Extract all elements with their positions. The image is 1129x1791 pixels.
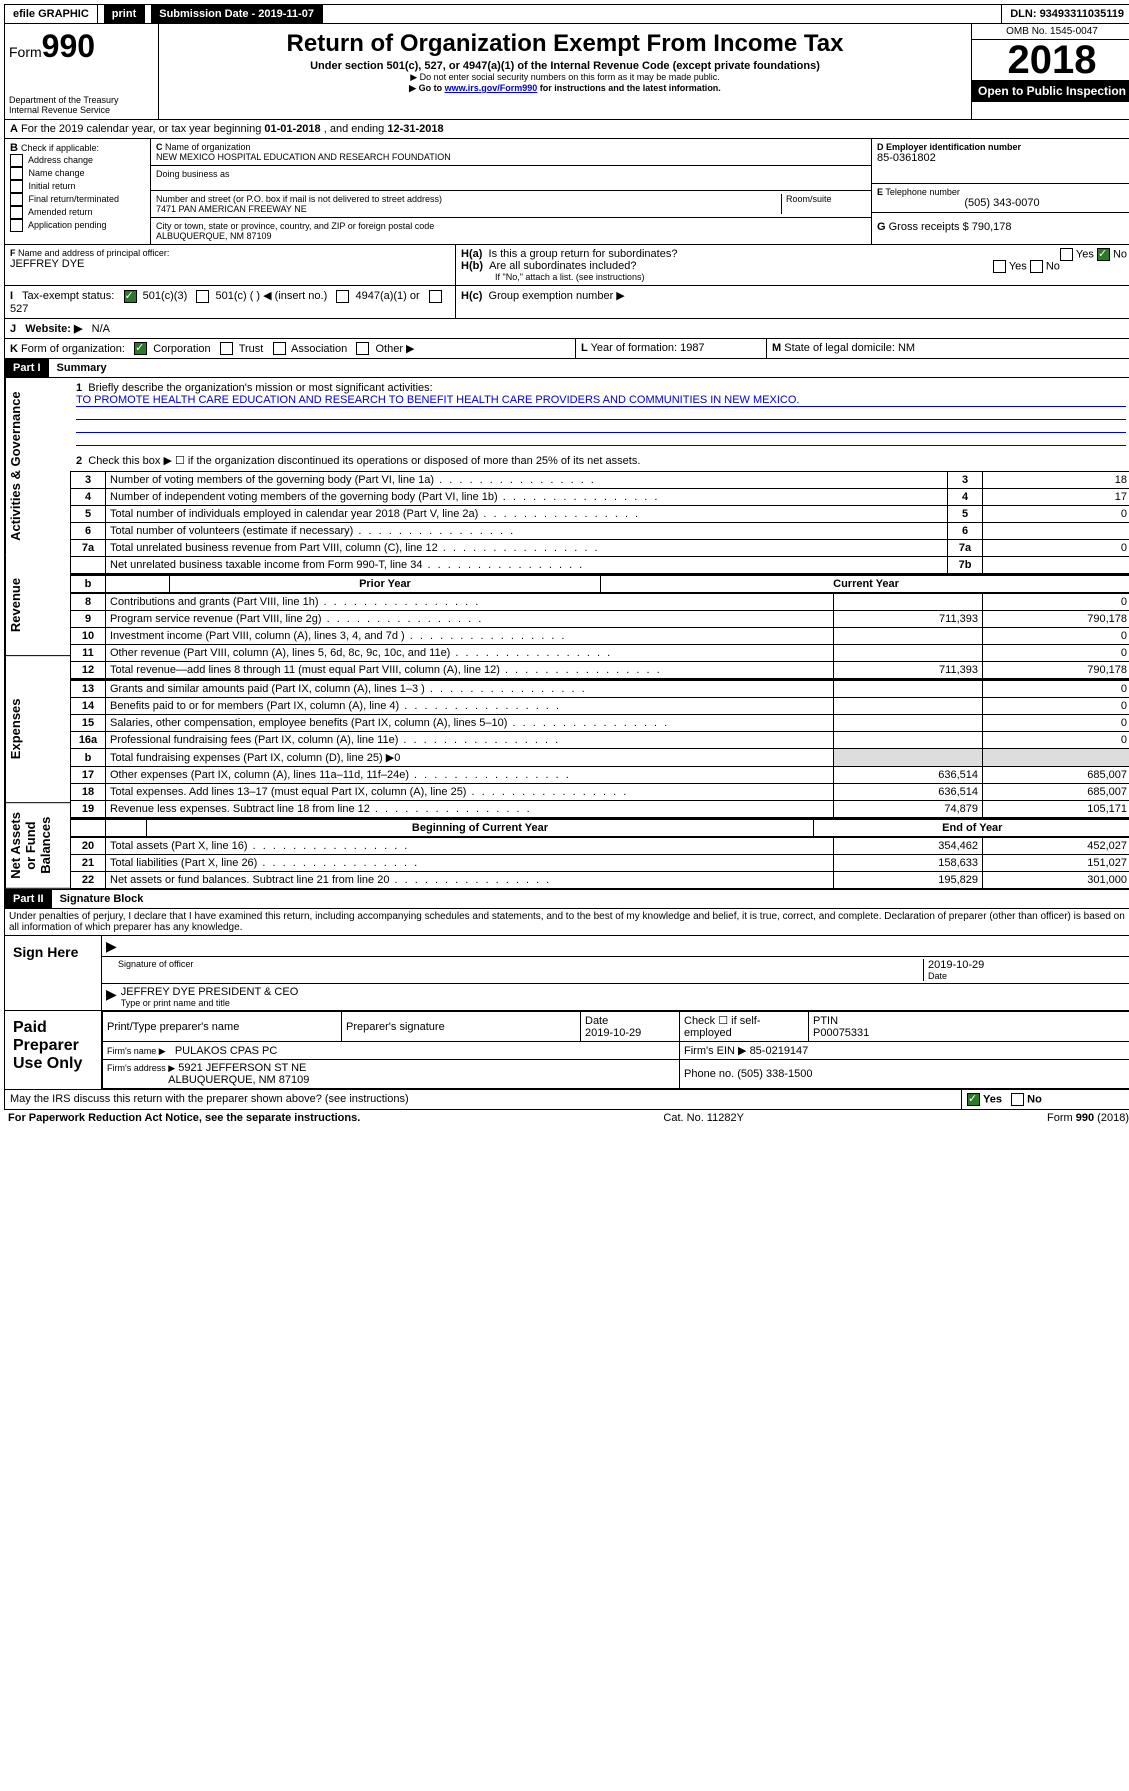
form-title: Return of Organization Exempt From Incom… [163,30,967,58]
org-name: NEW MEXICO HOSPITAL EDUCATION AND RESEAR… [156,152,866,162]
form990-link[interactable]: www.irs.gov/Form990 [445,83,538,93]
org-city: ALBUQUERQUE, NM 87109 [156,231,866,241]
efile-label: efile GRAPHIC [5,5,98,23]
form-ref: Form 990 (2018) [1047,1112,1129,1124]
ssn-note: ▶ Do not enter social security numbers o… [163,72,967,83]
hb-no-checkbox[interactable] [1030,260,1043,273]
form-number: Form990 [9,28,154,65]
exp-label: Expenses [5,656,70,803]
principal-officer: JEFFREY DYE [10,258,450,270]
ein: 85-0361802 [877,152,1127,164]
net-label: Net Assets or Fund Balances [5,803,70,889]
tax-year: 2018 [972,40,1129,80]
ha-yes-checkbox[interactable] [1060,248,1073,261]
irs-label: Internal Revenue Service [9,105,154,115]
row-bcdefg: B Check if applicable: Address change Na… [4,139,1129,245]
row-a: A For the 2019 calendar year, or tax yea… [4,120,1129,139]
firm-name: PULAKOS CPAS PC [175,1045,278,1057]
row-fh: F Name and address of principal officer:… [4,245,1129,286]
phone: (505) 343-0070 [877,197,1127,209]
dept-treasury: Department of the Treasury [9,95,154,105]
form-header: Form990 Department of the Treasury Inter… [4,24,1129,120]
hb-yes-checkbox[interactable] [993,260,1006,273]
form-subtitle: Under section 501(c), 527, or 4947(a)(1)… [163,60,967,72]
row-klm: K Form of organization: Corporation Trus… [4,339,1129,360]
gov-label: Activities & Governance [5,378,70,555]
goto-note: ▶ Go to www.irs.gov/Form990 for instruct… [163,83,967,94]
org-address: 7471 PAN AMERICAN FREEWAY NE [156,204,781,214]
mission: TO PROMOTE HEALTH CARE EDUCATION AND RES… [76,394,1126,407]
top-bar: efile GRAPHIC print Submission Date - 20… [4,4,1129,24]
ha-no-checkbox[interactable] [1097,248,1110,261]
discuss-row: May the IRS discuss this return with the… [4,1090,1129,1110]
dln: DLN: 93493311035119 [1001,5,1129,23]
part1-body: Activities & Governance Revenue Expenses… [4,378,1129,890]
submission-date: Submission Date - 2019-11-07 [151,5,323,23]
part1-header: Part I Summary [4,359,1129,378]
open-public: Open to Public Inspection [972,80,1129,102]
rev-label: Revenue [5,555,70,656]
corp-checkbox[interactable] [134,342,147,355]
sign-here: Sign Here ▶ Signature of officer 2019-10… [4,936,1129,1011]
discuss-no-checkbox[interactable] [1011,1093,1024,1106]
501c3-checkbox[interactable] [124,290,137,303]
row-j: J Website: ▶ N/A [4,319,1129,339]
footer: For Paperwork Reduction Act Notice, see … [4,1110,1129,1126]
gross-receipts: 790,178 [972,221,1012,233]
part2-header: Part II Signature Block [4,890,1129,909]
officer-name: JEFFREY DYE PRESIDENT & CEO [121,986,1128,998]
row-i: I Tax-exempt status: 501(c)(3) 501(c) ( … [4,286,1129,319]
perjury-decl: Under penalties of perjury, I declare th… [4,909,1129,936]
firm-phone: (505) 338-1500 [737,1068,812,1080]
ptin: P00075331 [813,1027,869,1039]
firm-addr: 5921 JEFFERSON ST NE [178,1062,306,1074]
firm-ein: 85-0219147 [750,1045,809,1057]
paid-preparer: Paid Preparer Use Only Print/Type prepar… [4,1011,1129,1090]
discuss-yes-checkbox[interactable] [967,1093,980,1106]
print-button[interactable]: print [104,5,145,23]
